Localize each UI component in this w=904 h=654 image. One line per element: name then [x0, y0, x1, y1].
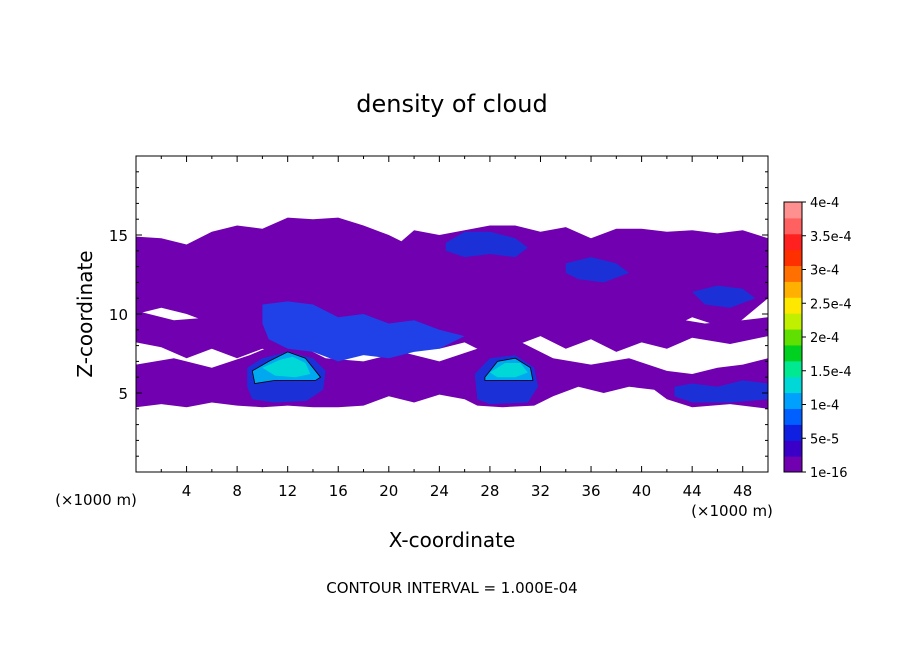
- x-unit-label-right: (×1000 m): [691, 502, 773, 520]
- y-axis-label: Z-coordinate: [73, 250, 97, 377]
- contour-interval-note: CONTOUR INTERVAL = 1.000E-04: [326, 579, 577, 597]
- colorbar-segment: [784, 424, 802, 441]
- colorbar-segment: [784, 376, 802, 394]
- colorbar-label: 1e-4: [810, 399, 839, 414]
- x-tick-label: 20: [379, 482, 398, 500]
- x-tick-label: 40: [632, 482, 651, 500]
- x-tick-label: 28: [480, 482, 499, 500]
- colorbar-segment: [784, 392, 802, 409]
- colorbar-segment: [784, 297, 802, 314]
- contour-region: [692, 285, 756, 308]
- colorbar-segment: [784, 233, 802, 251]
- colorbar-segment: [784, 313, 802, 330]
- colorbar-label: 3e-4: [810, 264, 839, 279]
- colorbar-segment: [784, 265, 802, 282]
- colorbar-label: 5e-5: [810, 432, 839, 447]
- contour-region: [445, 231, 528, 258]
- x-tick-label: 16: [329, 482, 348, 500]
- colorbar-segment: [784, 440, 802, 457]
- x-axis-label: X-coordinate: [389, 528, 516, 552]
- colorbar-segment: [784, 329, 802, 346]
- x-tick-label: 48: [733, 482, 752, 500]
- y-tick-label: 10: [109, 306, 128, 324]
- x-tick-label: 36: [581, 482, 600, 500]
- x-axis: 4 8 12 16 20 24 28 32 36 40 44 48: [160, 156, 752, 500]
- colorbar-label: 4e-4: [810, 196, 839, 211]
- colorbar-segment: [784, 344, 802, 362]
- contour-region: [262, 301, 465, 362]
- x-tick-label: 8: [232, 482, 242, 500]
- x-tick-label: 24: [430, 482, 449, 500]
- colorbar-label: 1e-16: [810, 466, 848, 481]
- x-tick-label: 32: [531, 482, 550, 500]
- y-axis: 5 10 15: [109, 171, 768, 457]
- colorbar-segment: [784, 202, 802, 219]
- x-tick-label: 4: [182, 482, 192, 500]
- x-unit-label: (×1000 m): [55, 491, 137, 509]
- colorbar-segment: [784, 217, 802, 235]
- contour-region: [489, 363, 528, 378]
- x-tick-label: 12: [278, 482, 297, 500]
- y-tick-label: 5: [118, 385, 128, 403]
- x-tick-label: 44: [683, 482, 702, 500]
- contour-line: [484, 357, 534, 381]
- colorbar-segment: [784, 281, 802, 298]
- colorbar-segment: [784, 249, 802, 267]
- chart-title: density of cloud: [356, 90, 547, 118]
- colorbar-segment: [784, 456, 802, 473]
- colorbar-label: 1.5e-4: [810, 365, 852, 380]
- contour-line: [251, 351, 322, 384]
- contour-region: [674, 380, 768, 403]
- y-tick-label: 15: [109, 227, 128, 245]
- colorbar-label: 3.5e-4: [810, 230, 852, 245]
- colorbar-segment: [784, 360, 802, 378]
- colorbar-segment: [784, 408, 802, 425]
- colorbar: 1e-16 5e-5 1e-4 1.5e-4 2e-4 2.5e-4 3e-4 3.5e-4 4…: [783, 196, 852, 481]
- colorbar-label: 2e-4: [810, 331, 839, 346]
- contour-fills: [136, 217, 768, 409]
- contour-region: [262, 356, 311, 378]
- colorbar-label: 2.5e-4: [810, 297, 852, 312]
- contour-region: [565, 257, 629, 283]
